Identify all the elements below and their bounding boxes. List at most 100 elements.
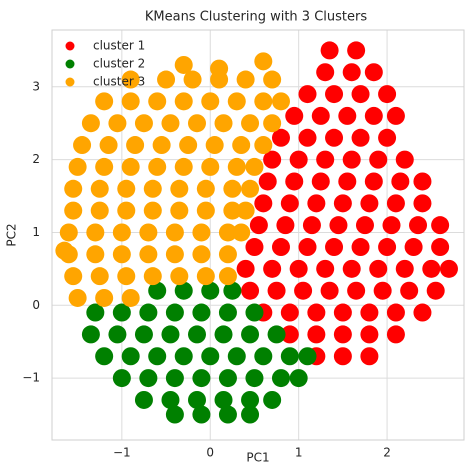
point bbox=[68, 288, 87, 307]
point bbox=[201, 157, 220, 176]
point bbox=[271, 128, 290, 147]
point bbox=[108, 325, 127, 344]
point bbox=[143, 201, 162, 220]
point bbox=[258, 172, 277, 191]
point bbox=[360, 325, 379, 344]
point bbox=[333, 303, 352, 322]
point bbox=[316, 259, 335, 278]
plot-border bbox=[51, 29, 465, 441]
point bbox=[227, 347, 246, 366]
legend-label: cluster 2 bbox=[93, 57, 145, 71]
point bbox=[112, 245, 131, 264]
point bbox=[201, 347, 220, 366]
point bbox=[165, 369, 184, 388]
point bbox=[112, 303, 131, 322]
point bbox=[148, 92, 167, 111]
point bbox=[196, 267, 215, 286]
point bbox=[223, 281, 242, 300]
point bbox=[271, 92, 290, 111]
point bbox=[285, 106, 304, 125]
point bbox=[249, 216, 268, 235]
point bbox=[280, 303, 299, 322]
point bbox=[90, 267, 109, 286]
point bbox=[232, 136, 251, 155]
point bbox=[121, 157, 140, 176]
point bbox=[174, 347, 193, 366]
point bbox=[112, 369, 131, 388]
x-tick-label: 0 bbox=[206, 446, 214, 460]
point bbox=[148, 347, 167, 366]
point bbox=[263, 259, 282, 278]
point bbox=[117, 267, 136, 286]
x-axis-label: PC1 bbox=[246, 451, 269, 464]
point bbox=[112, 223, 131, 242]
point bbox=[174, 55, 193, 74]
legend-label: cluster 3 bbox=[93, 75, 145, 89]
point bbox=[134, 114, 153, 133]
point bbox=[174, 92, 193, 111]
point bbox=[183, 70, 202, 89]
point bbox=[223, 201, 242, 220]
point bbox=[55, 241, 74, 260]
point bbox=[117, 201, 136, 220]
point bbox=[298, 238, 317, 257]
point bbox=[263, 150, 282, 169]
point bbox=[254, 92, 273, 111]
point bbox=[161, 114, 180, 133]
point bbox=[232, 223, 251, 242]
point bbox=[280, 325, 299, 344]
point bbox=[192, 223, 211, 242]
point bbox=[338, 172, 357, 191]
legend-marker bbox=[65, 41, 75, 51]
point bbox=[139, 369, 158, 388]
point bbox=[227, 157, 246, 176]
point bbox=[360, 194, 379, 213]
point bbox=[386, 325, 405, 344]
point bbox=[320, 281, 339, 300]
x-tick-label: 1 bbox=[295, 446, 303, 460]
point bbox=[192, 303, 211, 322]
point bbox=[382, 216, 401, 235]
point bbox=[161, 390, 180, 409]
point bbox=[86, 303, 105, 322]
legend-label: cluster 1 bbox=[93, 39, 145, 53]
point bbox=[174, 157, 193, 176]
point bbox=[121, 70, 140, 89]
point bbox=[210, 59, 229, 78]
point bbox=[280, 347, 299, 366]
point bbox=[241, 325, 260, 344]
point bbox=[187, 114, 206, 133]
point bbox=[263, 70, 282, 89]
point bbox=[170, 201, 189, 220]
point bbox=[227, 92, 246, 111]
point bbox=[95, 288, 114, 307]
point bbox=[241, 405, 260, 424]
point bbox=[245, 238, 264, 257]
point bbox=[325, 128, 344, 147]
point bbox=[431, 238, 450, 257]
points bbox=[55, 41, 458, 424]
point bbox=[157, 70, 176, 89]
point bbox=[386, 194, 405, 213]
point bbox=[404, 238, 423, 257]
point bbox=[214, 114, 233, 133]
point bbox=[413, 303, 432, 322]
point bbox=[422, 259, 441, 278]
point bbox=[187, 325, 206, 344]
point bbox=[351, 238, 370, 257]
point bbox=[192, 245, 211, 264]
y-tick-label: 0 bbox=[32, 298, 40, 312]
point bbox=[280, 194, 299, 213]
point bbox=[196, 201, 215, 220]
point bbox=[64, 267, 83, 286]
point bbox=[325, 238, 344, 257]
legend-marker bbox=[65, 77, 75, 87]
point bbox=[289, 369, 308, 388]
point bbox=[378, 85, 397, 104]
point bbox=[289, 259, 308, 278]
point bbox=[298, 128, 317, 147]
point bbox=[148, 157, 167, 176]
point bbox=[81, 114, 100, 133]
point bbox=[254, 52, 273, 71]
point bbox=[364, 63, 383, 82]
